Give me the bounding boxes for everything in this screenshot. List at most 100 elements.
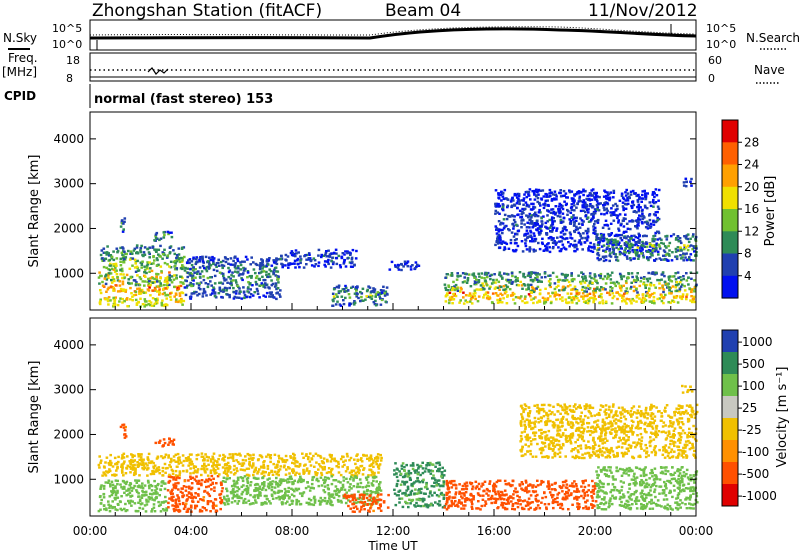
power-cell xyxy=(480,276,484,279)
vel-cell xyxy=(146,457,150,460)
vel-cell xyxy=(265,502,268,505)
vel-cell xyxy=(116,508,119,512)
power-cell xyxy=(607,275,610,278)
power-cell xyxy=(684,246,688,249)
power-cell xyxy=(109,262,112,266)
vel-cell xyxy=(178,474,181,477)
power-cell xyxy=(189,281,192,285)
power-cell xyxy=(495,202,499,206)
vel-cell xyxy=(206,480,210,483)
power-cell xyxy=(658,279,661,282)
vel-cell xyxy=(351,497,355,500)
power-cell xyxy=(179,284,183,288)
vel-cell xyxy=(334,459,338,463)
power-cell xyxy=(614,209,618,212)
power-cell xyxy=(602,195,606,198)
power-cell xyxy=(542,195,546,198)
vel-cell xyxy=(369,490,372,493)
power-cell xyxy=(621,300,624,303)
power-cell xyxy=(141,253,144,257)
power-cell xyxy=(541,237,544,240)
power-cell xyxy=(572,244,575,247)
nsky-label: N.Sky xyxy=(3,31,37,45)
power-cell xyxy=(314,263,318,266)
power-cell xyxy=(639,276,643,280)
power-cell xyxy=(540,198,544,201)
power-cell xyxy=(472,274,475,277)
power-cell xyxy=(517,194,521,198)
power-cell xyxy=(660,299,664,303)
power-cell xyxy=(581,275,584,279)
vel-cell xyxy=(247,457,251,460)
power-cell xyxy=(656,216,659,220)
power-cell xyxy=(354,257,358,260)
power-cell xyxy=(635,241,638,244)
power-cell xyxy=(460,288,463,291)
power-cell xyxy=(521,207,524,211)
power-cell xyxy=(334,248,338,251)
power-cell xyxy=(288,262,292,265)
vel-cell xyxy=(254,466,258,470)
power-cell xyxy=(614,202,617,206)
power-cell xyxy=(581,248,584,251)
power-cell xyxy=(163,261,167,265)
power-cell xyxy=(544,192,547,196)
power-cell xyxy=(261,260,264,263)
vel-cell xyxy=(356,485,359,488)
power-cell xyxy=(550,199,554,202)
power-cell xyxy=(558,240,561,243)
power-cell xyxy=(526,274,530,277)
power-cell xyxy=(547,242,550,245)
power-cell xyxy=(270,264,274,267)
power-cell xyxy=(369,294,372,297)
power-cell xyxy=(270,279,273,282)
power-cell xyxy=(619,251,622,255)
power-cell xyxy=(587,247,590,250)
power-cell xyxy=(570,216,573,219)
power-cell xyxy=(139,261,143,264)
power-cell xyxy=(682,277,685,281)
power-cell xyxy=(604,258,608,262)
vel-cell xyxy=(113,506,116,509)
power-cell xyxy=(191,276,194,279)
power-cell xyxy=(382,285,385,288)
power-cell xyxy=(190,283,193,286)
vel-cell xyxy=(212,461,215,465)
power-cell xyxy=(653,259,656,262)
vel-cell xyxy=(181,464,185,467)
power-cell xyxy=(134,270,138,273)
power-cell xyxy=(507,228,510,231)
power-cell xyxy=(512,298,515,301)
vel-cell xyxy=(332,496,336,499)
vel-cell xyxy=(226,494,229,498)
vel-cell xyxy=(122,426,126,429)
power-cell xyxy=(631,205,634,209)
vel-cell xyxy=(170,489,173,493)
vel-cell xyxy=(169,461,172,464)
power-cell xyxy=(134,290,138,293)
vel-cell xyxy=(366,503,369,506)
vel-cell xyxy=(234,482,237,485)
vel-cell xyxy=(310,503,313,506)
power-cell xyxy=(604,282,608,285)
power-cell xyxy=(158,288,161,291)
vel-cell xyxy=(215,509,219,513)
power-cell xyxy=(258,271,261,275)
power-cell xyxy=(666,283,669,286)
power-cell xyxy=(109,299,112,302)
vel-cell xyxy=(374,460,378,463)
vel-cell xyxy=(295,465,299,468)
power-cell xyxy=(179,297,183,301)
power-cell xyxy=(608,247,612,251)
power-cell xyxy=(104,251,107,254)
power-cell xyxy=(592,243,596,246)
power-cell xyxy=(198,282,201,285)
power-cell xyxy=(638,249,642,252)
power-cell xyxy=(668,292,671,295)
power-cell xyxy=(235,296,239,299)
vel-cell xyxy=(114,498,117,501)
power-cell xyxy=(495,240,498,243)
vel-cell xyxy=(284,460,287,464)
power-cell xyxy=(164,287,167,290)
power-cell xyxy=(563,279,567,282)
